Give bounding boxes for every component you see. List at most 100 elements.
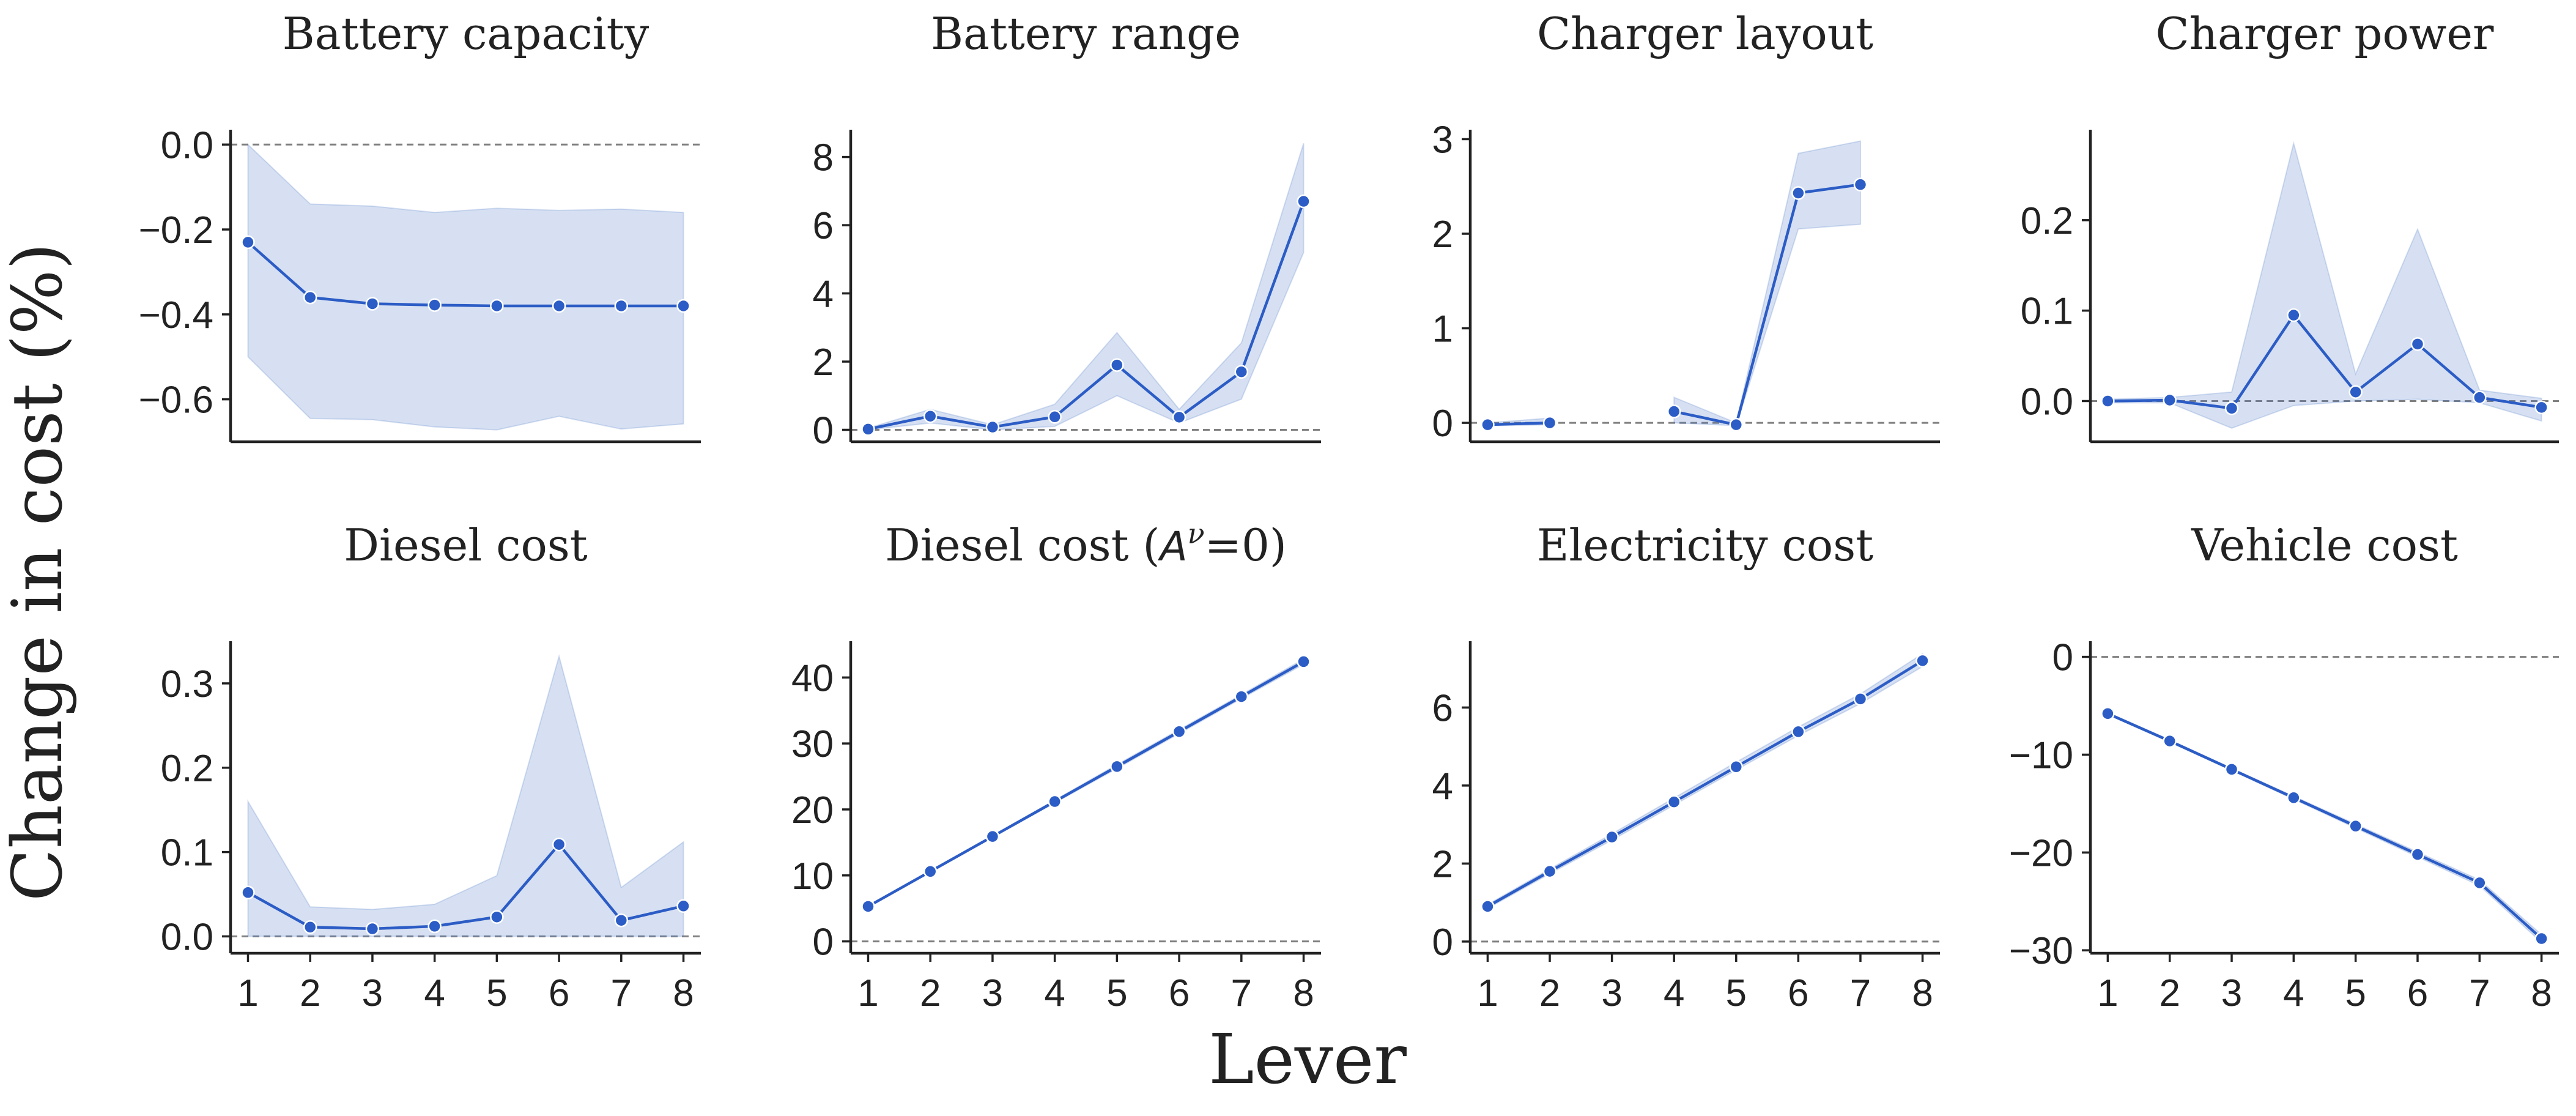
subplot-3: Charger layout 0 1 2 3 <box>1432 8 1940 445</box>
x-tick-label: 3 <box>2221 972 2242 1014</box>
data-point <box>1542 864 1557 879</box>
data-point <box>1729 760 1744 774</box>
subplot-title-text: Charger layout <box>1537 8 1873 59</box>
series-line <box>867 660 1305 908</box>
data-point <box>241 885 255 900</box>
y-tick-label: 8 <box>813 137 834 179</box>
y-tick-label: −0.6 <box>139 379 213 422</box>
data-point <box>676 899 690 913</box>
y-tick-label: −10 <box>2009 734 2073 776</box>
x-tick-label: 3 <box>1601 972 1622 1014</box>
x-tick-label: 3 <box>362 972 383 1014</box>
x-tick-label: 8 <box>1912 972 1933 1014</box>
y-tick-label: 10 <box>791 855 834 898</box>
x-tick-label: 8 <box>673 972 694 1014</box>
y-tick-label: 0 <box>813 921 834 964</box>
subplot-title-text: Diesel cost <box>344 519 587 571</box>
data-point <box>1297 655 1311 669</box>
y-tick-label: 0 <box>2052 637 2073 679</box>
x-tick-label: 1 <box>857 972 878 1014</box>
data-point <box>1853 692 1868 706</box>
subplot-title-text: Battery range <box>931 8 1241 59</box>
x-tick-label: 3 <box>982 972 1003 1014</box>
data-point <box>614 913 629 928</box>
subplot-title: Battery range <box>931 8 1241 59</box>
data-point <box>303 290 317 305</box>
data-point <box>923 409 938 423</box>
confidence-band <box>247 654 684 937</box>
data-point <box>490 910 504 924</box>
data-point <box>1791 724 1805 739</box>
data-point <box>1234 690 1249 704</box>
data-point <box>2473 390 2487 404</box>
subplot-title: Diesel cost <box>344 519 587 571</box>
subplot-title-math: A <box>1158 523 1188 570</box>
data-point <box>1110 759 1124 774</box>
y-tick-label: 0.3 <box>161 663 213 705</box>
subplot-4: Charger power 0.0 0.1 0.2 <box>2021 8 2559 444</box>
data-point <box>676 299 690 313</box>
x-tick-label: 5 <box>2345 972 2366 1014</box>
data-point <box>861 422 875 436</box>
x-tick-label: 2 <box>300 972 320 1014</box>
series-line <box>2107 712 2543 940</box>
series-line <box>1673 183 1861 426</box>
x-tick-label: 7 <box>2469 972 2490 1014</box>
subplot-title-text: Electricity cost <box>1537 519 1873 571</box>
y-tick-label: 0.2 <box>2021 200 2073 242</box>
y-tick-label: −0.4 <box>139 294 213 337</box>
data-point <box>1481 899 1495 913</box>
data-point <box>2348 819 2363 833</box>
y-tick-label: −20 <box>2009 832 2073 874</box>
data-point <box>1853 177 1868 192</box>
data-point <box>1172 410 1186 425</box>
x-tick-label: 6 <box>2407 972 2428 1014</box>
y-tick-label: 0 <box>1432 921 1453 964</box>
data-point <box>1542 415 1557 430</box>
subplot-1: Battery capacity 0.0 −0.2 −0.4 −0.6 <box>139 8 701 444</box>
subplot-title-text: Vehicle cost <box>2191 519 2458 571</box>
y-tick-label: 3 <box>1432 119 1453 161</box>
y-tick-label: 2 <box>1432 214 1453 256</box>
subplot-title: Diesel cost (Aν=0) <box>885 517 1287 571</box>
data-point <box>1048 794 1062 809</box>
x-tick-label: 2 <box>1539 972 1560 1014</box>
data-point <box>1048 410 1062 424</box>
data-point <box>2224 401 2239 415</box>
series-line <box>2108 313 2542 410</box>
subplot-title-text: Battery capacity <box>283 8 650 59</box>
series-line <box>1487 659 1923 908</box>
y-tick-label: 2 <box>813 341 834 384</box>
series-line <box>247 842 684 931</box>
data-point <box>490 299 504 313</box>
data-point <box>1667 404 1681 418</box>
y-tick-label: 0.1 <box>161 832 213 874</box>
confidence-band <box>2107 141 2542 429</box>
x-tick-label: 5 <box>1726 972 1747 1014</box>
data-point <box>2287 308 2301 322</box>
data-point <box>2534 400 2548 415</box>
data-point <box>241 235 255 250</box>
data-point <box>2348 385 2363 399</box>
y-tick-label: 0.0 <box>2021 381 2073 423</box>
confidence-band <box>867 143 1305 431</box>
data-point <box>1605 830 1619 844</box>
x-tick-label: 4 <box>2283 972 2304 1014</box>
subplot-6: Diesel cost (Aν=0) 0 10 20 30 40 1 2 3 4 5 6 7 8 <box>791 517 1321 1014</box>
data-point <box>365 921 380 936</box>
data-point <box>2224 762 2239 776</box>
subplot-title-suffix: =0) <box>1205 519 1287 571</box>
y-tick-label: 0.1 <box>2021 291 2073 333</box>
y-tick-label: 0 <box>813 409 834 452</box>
confidence-band <box>247 143 684 431</box>
panels: Battery capacity 0.0 −0.2 −0.4 −0.6 Battery r… <box>139 8 2559 1014</box>
series-line <box>246 241 684 308</box>
data-point <box>1172 724 1186 738</box>
data-point <box>552 837 566 852</box>
subplot-title: Electricity cost <box>1537 519 1873 571</box>
x-tick-label: 8 <box>2531 972 2552 1014</box>
subplot-title: Charger layout <box>1537 8 1873 59</box>
y-tick-label: 40 <box>791 657 834 699</box>
